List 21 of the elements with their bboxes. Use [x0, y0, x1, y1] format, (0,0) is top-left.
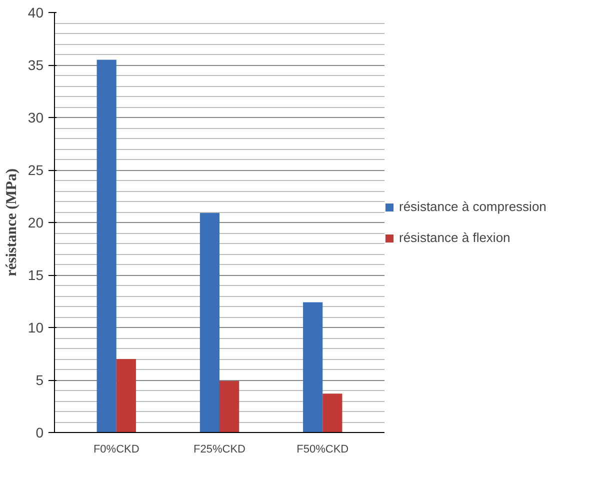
bar: [96, 60, 116, 432]
y-tick-label: 10: [28, 320, 44, 336]
y-tick-label: 5: [36, 372, 44, 388]
legend-label: résistance à compression: [399, 199, 546, 214]
y-tick-label: 15: [28, 267, 44, 283]
legend-label: résistance à flexion: [399, 230, 510, 245]
y-tick-label: 40: [28, 4, 44, 20]
y-tick-label: 35: [28, 57, 44, 73]
x-tick-label: F50%CKD: [296, 444, 349, 456]
bar: [322, 394, 342, 432]
x-tick-label: F0%CKD: [93, 444, 140, 456]
bar: [303, 302, 323, 432]
bar: [220, 381, 240, 432]
bar: [200, 213, 220, 432]
y-tick-label: 25: [28, 162, 44, 178]
y-tick-label: 30: [28, 110, 44, 126]
x-tick-label: F25%CKD: [194, 444, 246, 456]
y-tick-label: 20: [28, 214, 44, 230]
bar: [116, 359, 136, 432]
y-axis-title: résistance (MPa): [4, 168, 20, 276]
y-tick-label: 0: [36, 424, 44, 440]
